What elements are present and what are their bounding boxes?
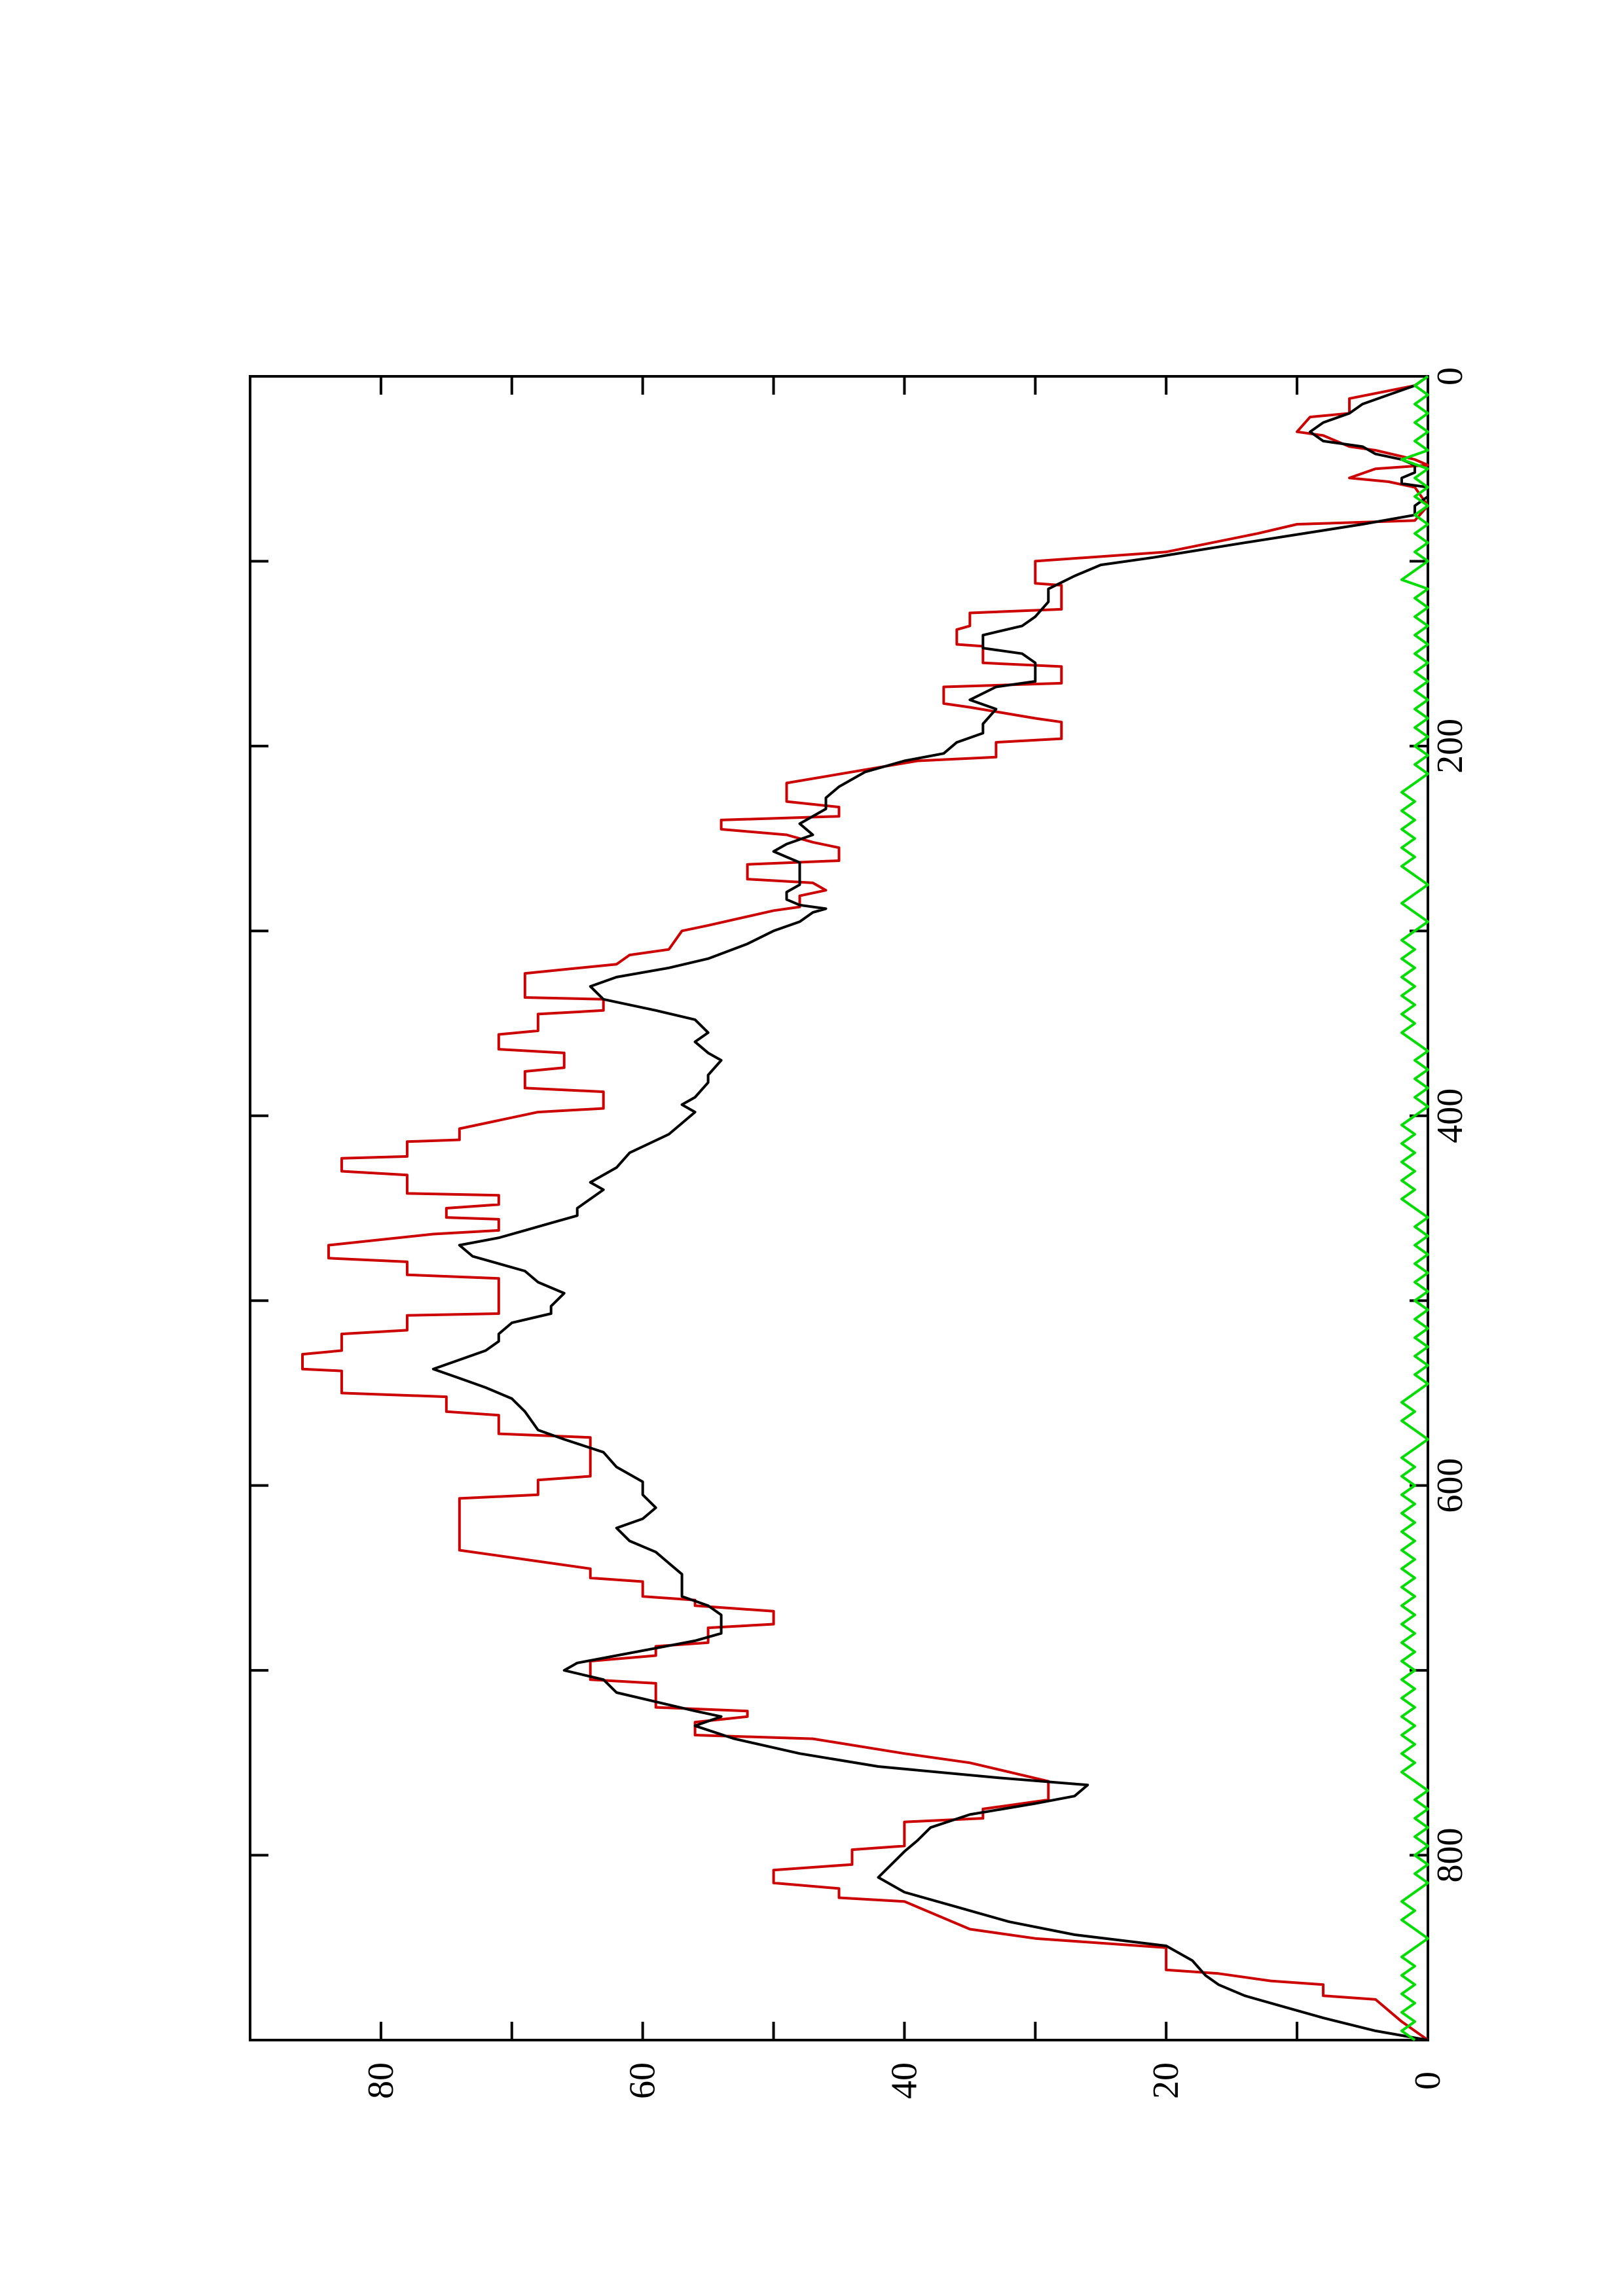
x-tick-label: 0 [1430,367,1470,386]
y-tick-label: 40 [884,2062,924,2099]
x-tick-label: 200 [1430,719,1470,774]
tick-labels: 0 200 400 600 800 0 20 40 60 80 [361,367,1470,2099]
plot-frame [249,375,1429,2041]
y-tick-label: 60 [623,2062,663,2099]
series-line-3 [1400,375,1429,2041]
y-tick-label: 0 [1408,2072,1448,2090]
y-tick-label: 20 [1146,2062,1186,2099]
y-tick-label: 80 [361,2062,401,2099]
axis-ticks [250,375,1429,2040]
series-line-2 [431,375,1429,2041]
series-layer [301,375,1429,2041]
x-tick-label: 400 [1430,1088,1470,1143]
x-tick-label: 800 [1430,1828,1470,1883]
x-tick-label: 600 [1430,1458,1470,1513]
